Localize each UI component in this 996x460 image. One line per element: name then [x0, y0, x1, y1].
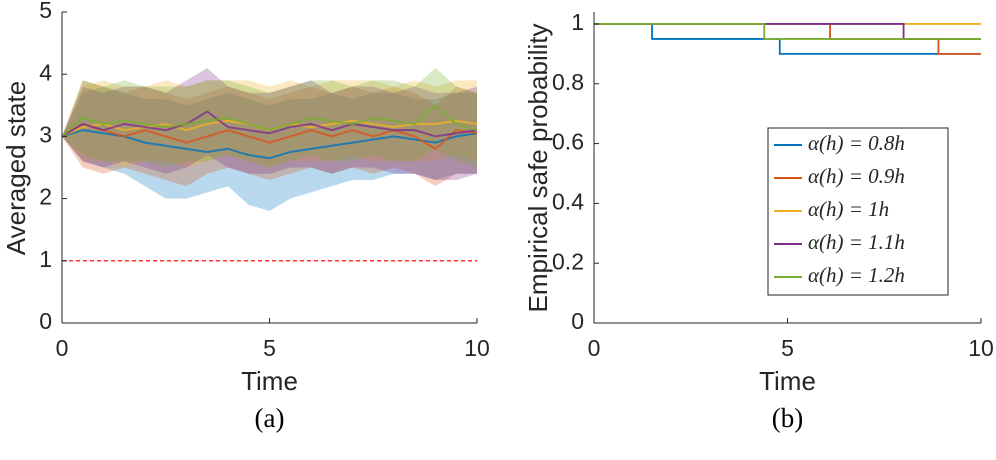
y-tick-label: 3: [39, 121, 52, 147]
y-tick-label: 5: [39, 0, 52, 23]
line: [61, 110, 478, 138]
y-axis-label: Averaged state: [1, 81, 31, 255]
line: [61, 103, 478, 138]
band: [62, 67, 477, 168]
step-line: [594, 23, 981, 40]
line: [61, 122, 478, 151]
line: [61, 129, 478, 160]
legend-label: α(h) = 0.9h: [808, 164, 905, 188]
x-axis-label: Time: [759, 366, 816, 396]
y-tick-label: 0: [571, 308, 584, 334]
x-tick-label: 5: [781, 335, 794, 361]
y-tick-label: 4: [39, 59, 52, 85]
legend-label: α(h) = 0.8h: [808, 131, 905, 155]
band: [62, 67, 477, 180]
x-tick-label: 10: [968, 335, 994, 361]
x-tick-label: 10: [464, 335, 490, 361]
y-tick-label: 1: [571, 9, 584, 35]
legend-label: α(h) = 1h: [808, 197, 889, 221]
y-tick-label: 1: [39, 246, 52, 272]
x-tick-label: 5: [263, 335, 276, 361]
caption: (b): [772, 403, 803, 433]
legend-label: α(h) = 1.2h: [808, 263, 905, 287]
y-tick-label: 0.8: [552, 69, 584, 95]
legend-label: α(h) = 1.1h: [808, 230, 905, 254]
x-tick-label: 0: [56, 335, 69, 361]
y-tick-label: 0.6: [552, 129, 584, 155]
x-axis-label: Time: [241, 366, 298, 396]
y-tick-label: 2: [39, 184, 52, 210]
x-tick-label: 0: [588, 335, 601, 361]
y-tick-label: 0.4: [552, 188, 584, 214]
y-tick-label: 0: [39, 308, 52, 334]
y-tick-label: 0.2: [552, 248, 584, 274]
caption: (a): [255, 403, 285, 433]
y-axis-label: Empirical safe probability: [523, 23, 553, 312]
plot: 0 1 2 3 4 5 0 5 10 Time Averaged state (a): [1, 0, 490, 433]
